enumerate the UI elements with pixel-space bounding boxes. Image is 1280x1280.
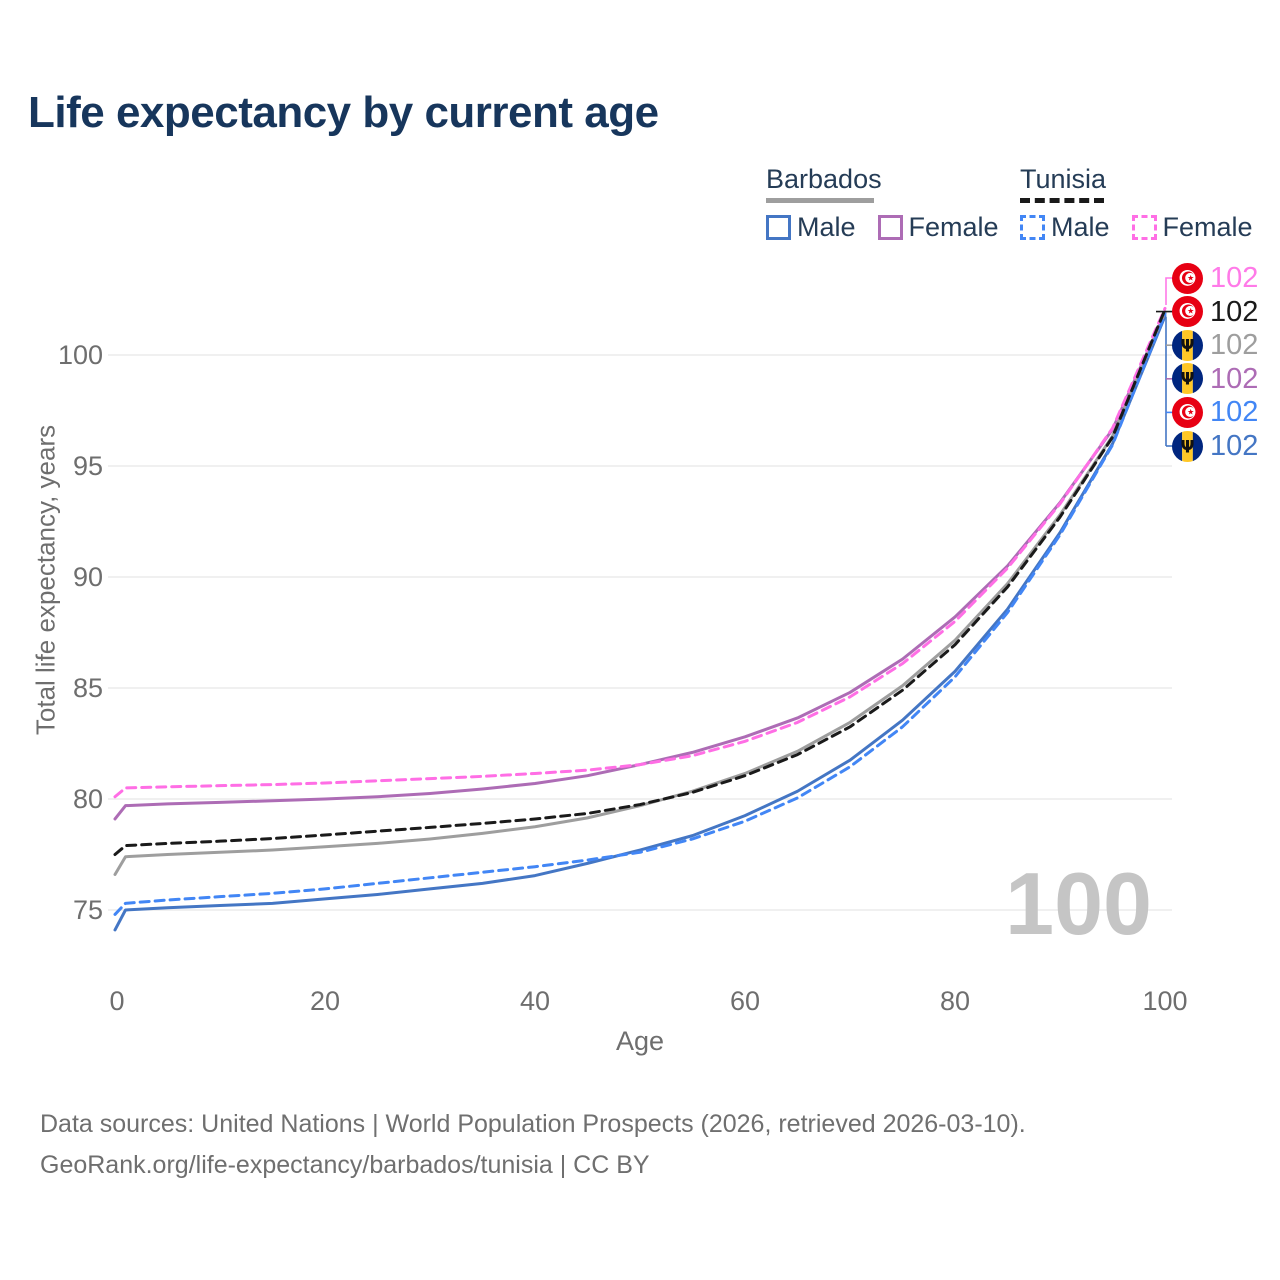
end-label-row: 102	[1172, 395, 1258, 429]
x-tick-label: 100	[1142, 986, 1188, 1016]
barbados-flag-icon: Ψ	[1172, 430, 1203, 462]
end-label-row: 102	[1172, 261, 1258, 295]
y-tick-label: 85	[72, 673, 103, 703]
end-label-value: 102	[1210, 362, 1259, 395]
legend-linestyle-dashed-sample	[1020, 198, 1104, 203]
svg-text:Ψ: Ψ	[1181, 370, 1195, 389]
legend-country-label: Tunisia	[1020, 164, 1107, 194]
y-tick-label: 75	[72, 895, 103, 925]
legend-swatch-barbados-male[interactable]	[766, 215, 791, 240]
legend-swatch-tunisia-female[interactable]	[1131, 215, 1157, 240]
barbados-flag-icon: Ψ	[1172, 329, 1203, 361]
current-age-indicator: 100	[1005, 854, 1152, 953]
page-title: Life expectancy by current age	[28, 88, 659, 137]
y-tick-label: 95	[72, 451, 103, 481]
legend-group-tunisia: Tunisia Male Female	[1020, 164, 1275, 243]
x-tick-label: 20	[309, 986, 341, 1016]
legend-item-label[interactable]: Male	[1051, 212, 1110, 242]
y-axis-title: Total life expectancy, years	[30, 424, 61, 736]
end-label-value: 102	[1210, 396, 1259, 429]
x-tick-label: 80	[939, 986, 971, 1016]
legend-item-label[interactable]: Male	[797, 212, 856, 242]
footer-attribution: GeoRank.org/life-expectancy/barbados/tun…	[40, 1151, 650, 1179]
tunisia-flag-icon	[1172, 396, 1203, 428]
x-axis-title: Age	[615, 1026, 665, 1056]
end-label-row: Ψ 102	[1172, 328, 1258, 362]
end-label-value: 102	[1210, 295, 1259, 328]
x-tick-label: 60	[729, 986, 761, 1016]
end-label-value: 102	[1210, 329, 1259, 362]
legend-swatch-barbados-female[interactable]	[877, 215, 903, 240]
barbados-flag-icon: Ψ	[1172, 363, 1203, 395]
legend-item-label[interactable]: Female	[1162, 212, 1253, 242]
y-tick-label: 100	[57, 340, 103, 370]
y-tick-label: 90	[72, 562, 103, 592]
end-label-row: 102	[1172, 295, 1258, 329]
tunisia-flag-icon	[1172, 296, 1203, 328]
legend-group-barbados: Barbados Male Female	[766, 164, 1021, 243]
end-label-row: Ψ 102	[1172, 429, 1258, 463]
legend-item-label[interactable]: Female	[908, 212, 999, 242]
legend-swatch-tunisia-male[interactable]	[1020, 215, 1045, 240]
footer: Data sources: United Nations | World Pop…	[40, 1104, 1026, 1186]
end-label-value: 102	[1210, 430, 1259, 462]
x-tick-label: 40	[519, 986, 551, 1016]
legend-linestyle-solid-sample	[766, 198, 874, 203]
end-label-row: Ψ 102	[1172, 362, 1258, 396]
legend-country-label: Barbados	[766, 164, 882, 194]
y-tick-label: 80	[72, 784, 103, 814]
svg-text:Ψ: Ψ	[1181, 336, 1195, 355]
footer-data-sources: Data sources: United Nations | World Pop…	[40, 1110, 1026, 1138]
svg-text:Ψ: Ψ	[1181, 437, 1195, 456]
tunisia-flag-icon	[1172, 262, 1203, 294]
end-label-value: 102	[1210, 262, 1259, 294]
x-tick-label: 0	[109, 986, 125, 1016]
